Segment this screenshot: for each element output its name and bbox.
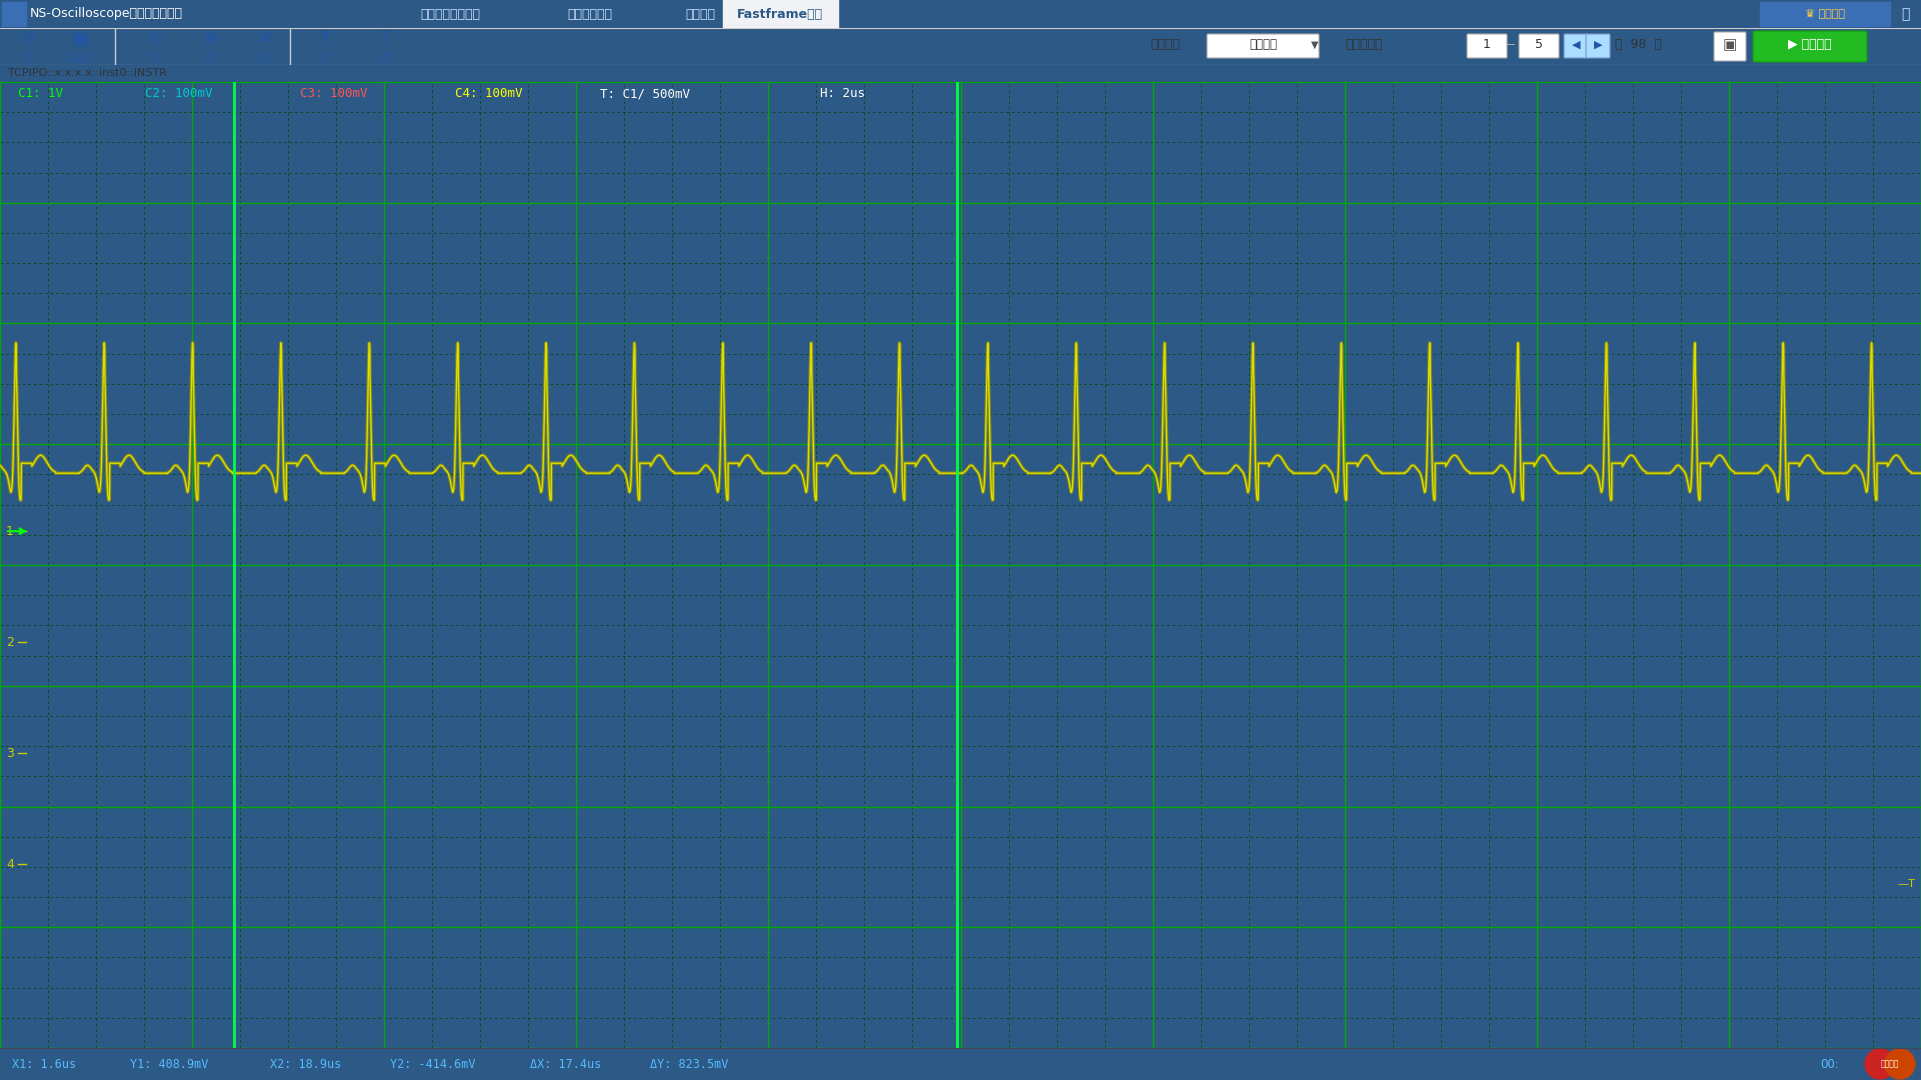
FancyBboxPatch shape: [1468, 33, 1506, 58]
Text: 显示方式: 显示方式: [1151, 39, 1179, 52]
Text: NS-Oscilloscope示波器程控软件: NS-Oscilloscope示波器程控软件: [31, 8, 182, 21]
Text: Fastframe辅助: Fastframe辅助: [738, 8, 822, 21]
Text: 间隔波形数: 间隔波形数: [1345, 39, 1383, 52]
Text: C4: 100mV: C4: 100mV: [455, 87, 523, 100]
Text: ◀: ◀: [1571, 40, 1581, 50]
Text: ⊕: ⊕: [202, 30, 217, 48]
Text: 内存波形采集: 内存波形采集: [567, 8, 613, 21]
Text: ↑: ↑: [317, 30, 332, 48]
Text: ▣: ▣: [1723, 38, 1737, 53]
Text: Y1: 408.9mV: Y1: 408.9mV: [131, 1057, 207, 1070]
Text: 触发: 触发: [259, 52, 271, 62]
Text: T: C1/ 500mV: T: C1/ 500mV: [599, 87, 690, 100]
Text: —T: —T: [1898, 879, 1915, 890]
Text: X1: 1.6us: X1: 1.6us: [12, 1057, 77, 1070]
Text: 测量采集: 测量采集: [686, 8, 715, 21]
Bar: [2, 2, 27, 26]
Text: 1: 1: [6, 525, 13, 538]
FancyBboxPatch shape: [1754, 31, 1867, 62]
Text: ♛ 永久破解: ♛ 永久破解: [1806, 9, 1844, 19]
Text: 排列显示: 排列显示: [1249, 39, 1277, 52]
FancyBboxPatch shape: [1714, 32, 1746, 60]
Text: 存储设置: 存储设置: [67, 52, 94, 62]
Text: 通道: 通道: [204, 52, 217, 62]
Text: Y2: -414.6mV: Y2: -414.6mV: [390, 1057, 476, 1070]
Text: 连接: 连接: [21, 52, 35, 62]
FancyBboxPatch shape: [1520, 33, 1560, 58]
Bar: [1760, 2, 1890, 26]
Text: 时基: 时基: [148, 52, 161, 62]
Text: 5: 5: [1535, 39, 1543, 52]
Text: 帮助: 帮助: [378, 52, 392, 62]
Text: 1: 1: [1483, 39, 1491, 52]
Text: 共  98  屏: 共 98 屏: [1616, 39, 1662, 52]
Text: C2: 100mV: C2: 100mV: [144, 87, 213, 100]
Text: 00:: 00:: [1819, 1057, 1838, 1070]
Text: ▼: ▼: [1312, 40, 1318, 50]
Circle shape: [1865, 1049, 1894, 1079]
Text: C3: 100mV: C3: 100mV: [300, 87, 367, 100]
Text: ΔY: 823.5mV: ΔY: 823.5mV: [649, 1057, 728, 1070]
Text: ▣: ▣: [71, 30, 88, 48]
Text: 👤: 👤: [1900, 6, 1909, 21]
Text: ▶: ▶: [1594, 40, 1602, 50]
Text: ─: ─: [1506, 39, 1514, 52]
Text: ?: ?: [380, 30, 390, 48]
Text: TCPIPO::x.x.x.x::inst0::INSTR: TCPIPO::x.x.x.x::inst0::INSTR: [8, 68, 167, 79]
Text: 屏幕波形测量采集: 屏幕波形测量采集: [421, 8, 480, 21]
Text: ▶ 开始发发: ▶ 开始发发: [1788, 39, 1833, 52]
Text: ✕: ✕: [257, 30, 273, 48]
Text: 2: 2: [6, 636, 13, 649]
Text: 3: 3: [6, 747, 13, 760]
Text: C1: 1V: C1: 1V: [17, 87, 63, 100]
Text: ⊙: ⊙: [148, 30, 163, 48]
Text: ΔX: 17.4us: ΔX: 17.4us: [530, 1057, 601, 1070]
Text: H: 2us: H: 2us: [820, 87, 864, 100]
FancyBboxPatch shape: [1587, 33, 1610, 58]
FancyBboxPatch shape: [1564, 33, 1589, 58]
Bar: [722, 0, 838, 28]
Text: 4: 4: [6, 858, 13, 870]
Text: ⊘: ⊘: [21, 30, 36, 48]
Circle shape: [1885, 1049, 1915, 1079]
Text: X2: 18.9us: X2: 18.9us: [271, 1057, 342, 1070]
Text: 电子发烧: 电子发烧: [1881, 1059, 1900, 1068]
Text: 光标: 光标: [319, 52, 332, 62]
FancyBboxPatch shape: [1206, 33, 1320, 58]
